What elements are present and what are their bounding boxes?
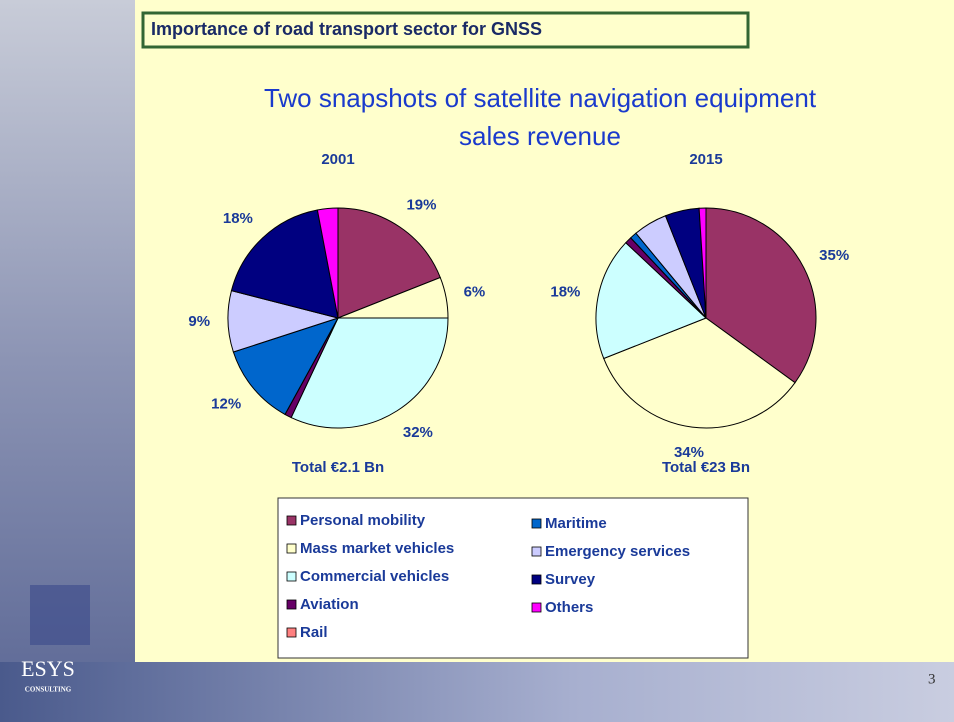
legend-swatch: [286, 599, 297, 610]
chart-title: 2015: [689, 151, 722, 168]
legend-label: Survey: [545, 571, 596, 588]
title-box: [141, 11, 750, 49]
legend-swatch: [286, 515, 297, 526]
legend-label: Rail: [300, 624, 328, 641]
legend-label: Maritime: [545, 515, 607, 532]
legend-label: Others: [545, 599, 593, 616]
data-label: 32%: [403, 424, 433, 441]
legend-swatch: [531, 574, 542, 585]
pie-slice: Others: [316, 207, 339, 319]
chart-annotation: Total €2.1 Bn: [292, 459, 384, 476]
data-label: 12%: [211, 396, 241, 413]
logo-icon: [30, 585, 90, 645]
page-number: 3: [928, 671, 936, 687]
legend-swatch: [531, 518, 542, 529]
slide-title: Importance of road transport sector for …: [151, 19, 542, 39]
legend-label: Personal mobility: [300, 512, 426, 529]
data-label: 6%: [464, 283, 486, 300]
pie-slice: Others: [698, 207, 707, 319]
subtitle: Two snapshots of satellite navigation eq…: [264, 83, 817, 151]
legend-label: Mass market vehicles: [300, 540, 454, 557]
bottom-bar: [0, 662, 954, 722]
chart-annotation: Total €23 Bn: [662, 459, 750, 476]
data-label: 35%: [819, 247, 849, 264]
data-label: 19%: [406, 196, 436, 213]
legend-swatch: [286, 571, 297, 582]
data-label: 18%: [223, 210, 253, 227]
data-label: 18%: [550, 283, 580, 300]
pie-slice: Mass market vehicles: [603, 317, 796, 429]
logo-tagline: CONSULTING: [25, 686, 72, 694]
data-label: 34%: [674, 444, 704, 461]
pie-slice: Commercial vehicles: [290, 317, 449, 429]
pie-slice: Personal mobility: [337, 207, 441, 319]
legend-swatch: [286, 543, 297, 554]
data-label: 9%: [188, 313, 210, 330]
pie-slice: Personal mobility: [705, 207, 817, 384]
chart-title: 2001: [321, 151, 354, 168]
legend-swatch: [531, 602, 542, 613]
logo-name: ESYS: [21, 656, 75, 681]
pie-slice: Commercial vehicles: [595, 241, 707, 360]
legend-box: [277, 497, 749, 659]
legend-label: Emergency services: [545, 543, 690, 560]
legend-swatch: [531, 546, 542, 557]
legend-label: Commercial vehicles: [300, 568, 449, 585]
pie-slice: Maritime: [232, 317, 340, 416]
legend-swatch: [286, 627, 297, 638]
pie-slice: Survey: [230, 209, 339, 319]
legend-label: Aviation: [300, 596, 359, 613]
